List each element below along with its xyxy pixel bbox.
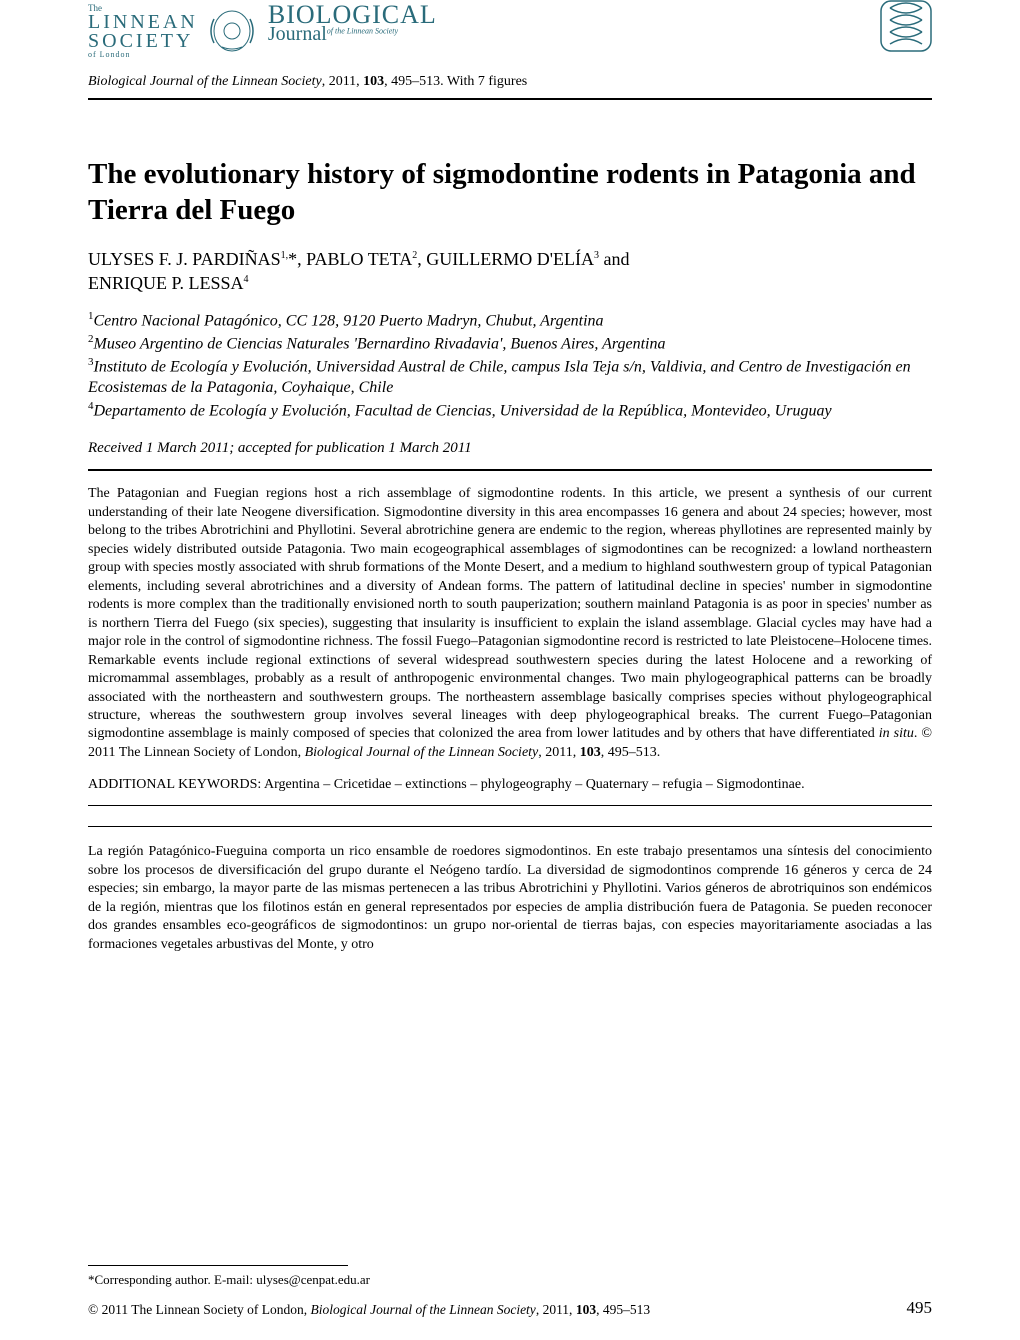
rule-top: [88, 98, 932, 100]
rule-footnote: [88, 1265, 348, 1266]
author-4: ENRIQUE P. LESSA: [88, 273, 244, 293]
abstract: The Patagonian and Fuegian regions host …: [88, 485, 932, 762]
aff-text-4: Departamento de Ecología y Evolución, Fa…: [94, 403, 832, 420]
abstract-pages: , 495–513.: [601, 745, 661, 760]
citation-pages: , 495–513. With 7 figures: [384, 74, 527, 89]
journal-sub: Journal: [268, 23, 327, 45]
resumen-spanish: La región Patagónico-Fueguina comporta u…: [88, 843, 932, 954]
abstract-journal: Biological Journal of the Linnean Societ…: [305, 745, 539, 760]
rule-kw-2: [88, 826, 932, 827]
linnean-crest-icon: [202, 9, 262, 53]
keywords-label: ADDITIONAL KEYWORDS:: [88, 777, 264, 792]
abstract-body: The Patagonian and Fuegian regions host …: [88, 486, 932, 741]
copyright-post: , 2011,: [536, 1302, 576, 1317]
author-3: , GUILLERMO D'ELÍA: [417, 249, 594, 269]
aff-text-2: Museo Argentino de Ciencias Naturales 'B…: [94, 336, 666, 353]
rule-abstract-top: [88, 469, 932, 471]
author-and: and: [599, 249, 630, 269]
journal-small: of the Linnean Society: [327, 27, 398, 36]
footer: *Corresponding author. E-mail: ulyses@ce…: [88, 1262, 932, 1318]
linnean-logo: The LINNEAN SOCIETY of London: [88, 4, 262, 59]
abstract-year: , 2011,: [538, 745, 579, 760]
journal-logo: BIOLOGICAL Journalof the Linnean Society: [268, 4, 437, 43]
keywords: ADDITIONAL KEYWORDS: Argentina – Criceti…: [88, 776, 932, 795]
dna-helix-icon: [880, 0, 932, 52]
page-content: Biological Journal of the Linnean Societ…: [0, 74, 1020, 954]
citation-journal: Biological Journal of the Linnean Societ…: [88, 74, 322, 89]
abstract-insitu: in situ: [879, 726, 914, 741]
affiliations: 1Centro Nacional Patagónico, CC 128, 912…: [88, 309, 932, 422]
aff-text-1: Centro Nacional Patagónico, CC 128, 9120…: [94, 312, 604, 329]
author-list: ULYSES F. J. PARDIÑAS1,*, PABLO TETA2, G…: [88, 247, 932, 296]
author-1-star: *: [288, 249, 297, 269]
author-4-aff: 4: [244, 274, 249, 285]
corresponding-footnote: *Corresponding author. E-mail: ulyses@ce…: [88, 1272, 932, 1288]
aff-text-3: Instituto de Ecología y Evolución, Unive…: [88, 359, 911, 397]
rule-kw-1: [88, 805, 932, 806]
copyright-pre: © 2011 The Linnean Society of London,: [88, 1302, 310, 1317]
copyright-vol: 103: [576, 1302, 596, 1317]
author-2: , PABLO TETA: [297, 249, 412, 269]
linnean-text-block: The LINNEAN SOCIETY of London: [88, 4, 198, 59]
author-1: ULYSES F. J. PARDIÑAS: [88, 249, 281, 269]
citation-volume: 103: [363, 74, 384, 89]
copyright-journal: Biological Journal of the Linnean Societ…: [310, 1302, 535, 1317]
article-title: The evolutionary history of sigmodontine…: [88, 156, 932, 229]
received-date: Received 1 March 2011; accepted for publ…: [88, 440, 932, 457]
abstract-vol: 103: [580, 745, 601, 760]
logo-line2: SOCIETY: [88, 32, 198, 51]
journal-header: The LINNEAN SOCIETY of London BIOLOGICAL…: [0, 0, 1020, 56]
citation-year: , 2011,: [322, 74, 363, 89]
page-number: 495: [907, 1298, 933, 1318]
copyright-pages: , 495–513: [596, 1302, 650, 1317]
logo-line3: of London: [88, 51, 198, 59]
copyright-line: © 2011 The Linnean Society of London, Bi…: [88, 1302, 932, 1318]
keywords-items: Argentina – Cricetidae – extinctions – p…: [264, 777, 805, 792]
citation-header: Biological Journal of the Linnean Societ…: [88, 74, 932, 90]
